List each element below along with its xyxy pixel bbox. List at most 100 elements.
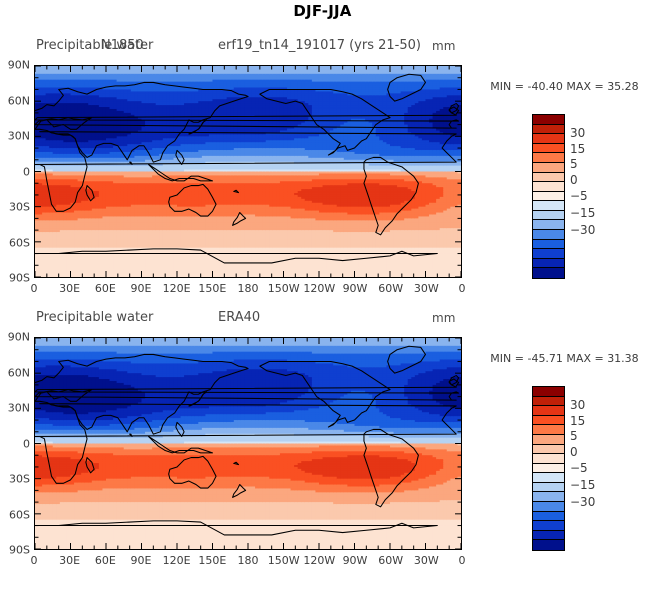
panel-header: Precipitable water ERA40 mm (0, 308, 480, 330)
map-plot-area (34, 65, 462, 278)
colorbar-tick-label: 30 (570, 398, 585, 412)
panel-left-title: Precipitable water (36, 310, 153, 325)
y-axis-tick-label: 30N (4, 402, 30, 415)
colorbar-band (533, 191, 564, 202)
x-axis-tick-label: 60E (95, 554, 116, 567)
colorbar-band (533, 220, 564, 231)
page-title: DJF-JJA (0, 2, 645, 20)
colorbar-band (533, 454, 564, 464)
colorbar-group: MIN = -45.71 MAX = 31.38 30 15 5 0 −5 −15 −30 (484, 308, 645, 558)
colorbar-band (533, 268, 564, 278)
colorbar-band (533, 134, 564, 144)
colorbar-band (533, 492, 564, 503)
colorbar-band (533, 444, 564, 455)
min-max-annotation: MIN = -45.71 MAX = 31.38 (484, 352, 645, 365)
x-axis-tick-label: 60W (378, 282, 403, 295)
colorbar-band (533, 153, 564, 163)
x-axis-tick-label: 150W (268, 554, 300, 567)
colorbar-band (533, 239, 564, 250)
colorbar-band (533, 482, 564, 493)
x-axis-tick-label: 90W (343, 282, 368, 295)
x-axis-tick-label: 120E (163, 554, 191, 567)
x-axis-tick-label: 30E (59, 554, 80, 567)
colorbar-tick-label: 5 (570, 157, 578, 171)
colorbar-group: MIN = -40.40 MAX = 35.28 30 15 5 0 −5 −15 −30 (484, 36, 645, 286)
x-axis-tick-label: 30E (59, 282, 80, 295)
colorbar-tick-label: 15 (570, 142, 585, 156)
colorbar-tick-label: 15 (570, 414, 585, 428)
y-axis-tick-label: 30S (4, 201, 30, 214)
colorbar-band (533, 172, 564, 183)
colorbar-band (533, 115, 564, 125)
colorbar-tick-label: 0 (570, 445, 578, 459)
panel-run-id: erf19_tn14_191017 (yrs 21-50) (218, 38, 421, 53)
colorbar-band (533, 124, 564, 135)
panel-left-title: Precipitable water (36, 38, 153, 53)
colorbar-band (533, 415, 564, 426)
panel-header: Precipitable water N1850 erf19_tn14_1910… (0, 36, 480, 58)
colorbar-band (533, 182, 564, 192)
colorbar-tick-label: −30 (570, 223, 595, 237)
colorbar-tick-label: −15 (570, 478, 595, 492)
colorbar-band (533, 530, 564, 541)
colorbar-band (533, 258, 564, 269)
contour-field (35, 338, 461, 549)
x-axis-tick-label: 60W (378, 554, 403, 567)
x-axis-tick-label: 120W (303, 282, 335, 295)
colorbar (532, 114, 565, 279)
x-axis-tick-label: 150E (198, 282, 226, 295)
y-axis-tick-label: 60N (4, 366, 30, 379)
x-axis-tick-label: 150W (268, 282, 300, 295)
y-axis-tick-label: 0 (4, 437, 30, 450)
colorbar-band (533, 473, 564, 483)
colorbar-band (533, 201, 564, 211)
y-axis-tick-label: 90N (4, 59, 30, 72)
x-axis-tick-label: 30W (414, 554, 439, 567)
x-axis-tick-label: 60E (95, 282, 116, 295)
x-axis-tick-label: 90E (131, 282, 152, 295)
colorbar-band (533, 521, 564, 531)
colorbar-tick-label: 5 (570, 429, 578, 443)
y-axis-tick-label: 0 (4, 165, 30, 178)
colorbar-labels: 30 15 5 0 −5 −15 −30 (566, 386, 626, 549)
panel-units-label: mm (432, 311, 455, 325)
x-axis-tick-label: 0 (459, 282, 466, 295)
colorbar-tick-label: −5 (570, 461, 588, 475)
colorbar-band (533, 406, 564, 416)
colorbar-tick-label: 30 (570, 126, 585, 140)
colorbar-band (533, 143, 564, 154)
x-axis-tick-label: 90E (131, 554, 152, 567)
colorbar-band (533, 249, 564, 259)
colorbar-tick-label: −5 (570, 189, 588, 203)
x-axis-tick-label: 0 (459, 554, 466, 567)
panel-case-name: N1850 (101, 38, 144, 53)
contour-field (35, 66, 461, 277)
y-axis-tick-label: 60S (4, 236, 30, 249)
colorbar-band (533, 162, 564, 173)
colorbar-band (533, 434, 564, 445)
x-axis-tick-label: 90W (343, 554, 368, 567)
y-axis-labels: 90N 60N 30N 0 30S 60S 90S (0, 59, 30, 285)
x-axis-tick-label: 120W (303, 554, 335, 567)
colorbar-band (533, 463, 564, 474)
colorbar-band (533, 511, 564, 522)
colorbar-tick-label: 0 (570, 173, 578, 187)
colorbar-band (533, 230, 564, 240)
x-axis-labels: 0 30E 60E 90E 120E 150E 180 150W 120W 90W 60W 30W 0 (31, 554, 466, 570)
map-plot-area (34, 337, 462, 550)
y-axis-tick-label: 90N (4, 331, 30, 344)
panel-case-name: ERA40 (218, 310, 260, 325)
y-axis-labels: 90N 60N 30N 0 30S 60S 90S (0, 331, 30, 557)
colorbar-band (533, 396, 564, 407)
colorbar-tick-label: −30 (570, 495, 595, 509)
colorbar-band (533, 387, 564, 397)
x-axis-tick-label: 180 (238, 554, 259, 567)
colorbar-band (533, 540, 564, 550)
y-axis-tick-label: 90S (4, 544, 30, 557)
min-max-annotation: MIN = -40.40 MAX = 35.28 (484, 80, 645, 93)
colorbar (532, 386, 565, 551)
x-axis-tick-label: 150E (198, 554, 226, 567)
colorbar-band (533, 502, 564, 512)
y-axis-tick-label: 30S (4, 473, 30, 486)
